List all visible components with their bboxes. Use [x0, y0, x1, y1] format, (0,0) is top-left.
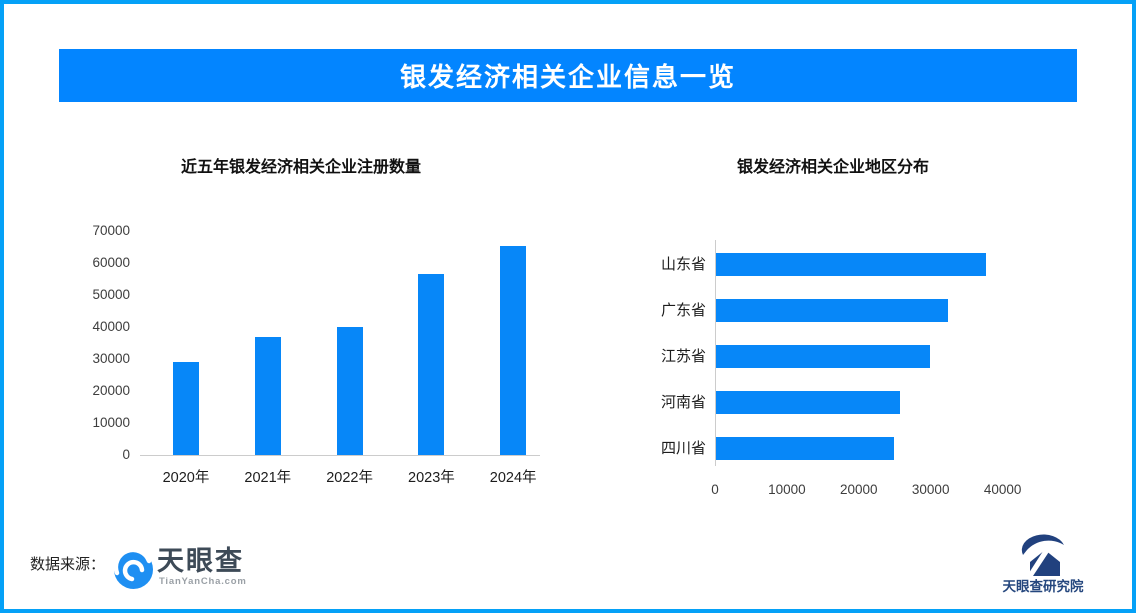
y-axis-tick: 70000	[92, 223, 130, 238]
value-axis-tick: 10000	[768, 482, 806, 497]
value-axis-tick: 40000	[983, 482, 1022, 497]
bar	[716, 391, 901, 414]
category-label: 山东省	[660, 255, 706, 273]
y-axis-tick: 60000	[92, 255, 130, 270]
x-axis-label: 2024年	[489, 470, 537, 486]
y-axis-tick: 40000	[92, 319, 130, 334]
data-source-label: 数据来源：	[30, 556, 106, 573]
y-axis-line	[715, 240, 716, 466]
bar	[172, 362, 199, 455]
registration-chart-title: 近五年银发经济相关企业注册数量	[180, 159, 421, 176]
bar	[418, 274, 445, 455]
category-label: 河南省	[660, 393, 706, 411]
bar	[500, 246, 527, 455]
bar	[716, 253, 987, 276]
value-axis-tick: 30000	[911, 482, 950, 497]
title-banner: 银发经济相关企业信息一览	[59, 49, 1077, 102]
x-axis-line	[140, 455, 540, 456]
page-title: 银发经济相关企业信息一览	[399, 62, 736, 92]
tianyancha-wordmark: 天眼查	[157, 546, 244, 576]
research-institute-label: 天眼查研究院	[1002, 579, 1084, 594]
y-axis-tick: 10000	[92, 415, 130, 430]
tianyancha-url-text: TianYanCha.com	[159, 576, 247, 587]
region-chart-title: 银发经济相关企业地区分布	[736, 159, 929, 176]
y-axis-tick: 0	[122, 447, 130, 462]
bar	[716, 299, 949, 322]
tianyancha-logo-icon	[113, 549, 153, 589]
x-axis-label: 2020年	[162, 470, 210, 486]
research-institute-logo-icon	[1021, 534, 1064, 576]
y-axis-tick: 30000	[92, 351, 130, 366]
bar	[716, 345, 931, 368]
bar	[716, 437, 895, 460]
bar	[336, 327, 363, 455]
category-label: 四川省	[660, 439, 706, 457]
x-axis-label: 2021年	[244, 470, 292, 486]
category-label: 江苏省	[660, 347, 706, 365]
x-axis-label: 2022年	[326, 470, 373, 486]
category-label: 广东省	[660, 301, 706, 319]
value-axis-tick: 20000	[840, 482, 878, 497]
y-axis-tick: 20000	[92, 383, 130, 398]
bar	[254, 336, 281, 455]
value-axis-tick: 0	[711, 482, 719, 497]
y-axis-tick: 50000	[92, 287, 130, 302]
x-axis-label: 2023年	[408, 470, 455, 486]
